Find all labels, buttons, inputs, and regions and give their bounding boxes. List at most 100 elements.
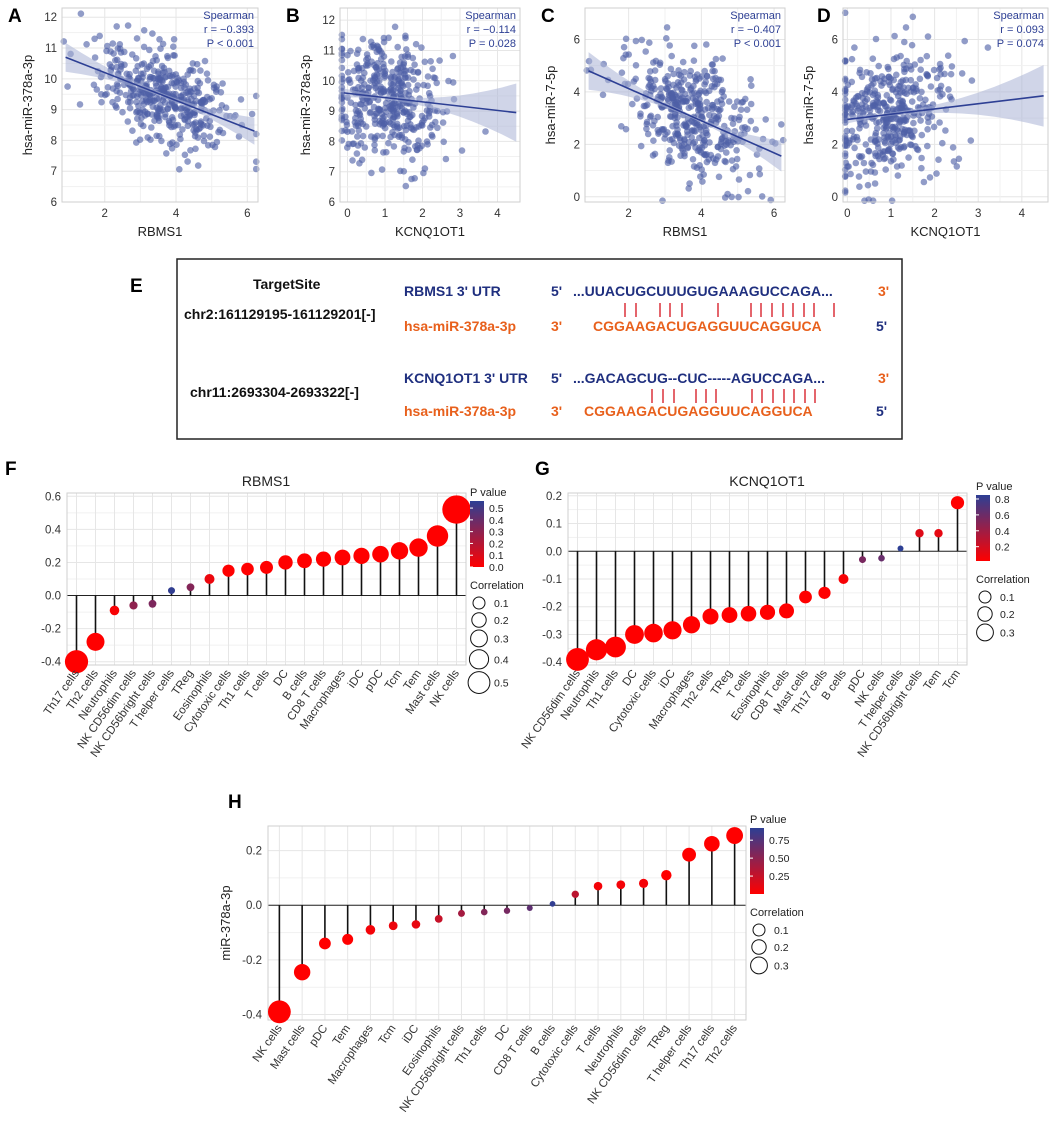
- utr-label-1: RBMS1 3' UTR: [404, 283, 501, 299]
- lollipop-dot: [638, 878, 649, 888]
- scatter-point: [185, 90, 193, 98]
- base-pair-lines-2: [651, 389, 816, 403]
- scatter-point: [203, 70, 211, 77]
- scatter-point: [187, 147, 194, 154]
- scatter-point: [181, 116, 189, 124]
- scatter-point: [148, 124, 155, 131]
- scatter-point: [385, 34, 392, 42]
- y-tick-label: 8: [329, 136, 335, 148]
- scatter-point: [359, 35, 367, 43]
- scatter-point: [845, 163, 852, 170]
- scatter-point: [924, 72, 931, 79]
- scatter-point: [129, 127, 136, 134]
- scatter-point: [101, 91, 109, 99]
- y-tick-label: 11: [45, 43, 57, 55]
- scatter-point: [665, 157, 672, 164]
- scatter-point: [697, 173, 704, 180]
- scatter-point: [77, 10, 85, 17]
- x-tick-label: 4: [173, 208, 180, 220]
- scatter-point: [841, 102, 849, 109]
- scatter-point: [423, 138, 431, 145]
- scatter-point: [866, 107, 874, 114]
- scatter-point: [252, 165, 260, 173]
- colorbar-tick-label: 0.2: [489, 538, 504, 550]
- scatter-point: [869, 161, 877, 169]
- p-value-legend-title: P value: [470, 487, 507, 499]
- scatter-point: [186, 107, 193, 115]
- colorbar-tick-label: 0.4: [489, 515, 504, 527]
- utr-seq-1: ...UUACUGCUUUGUGAAAGUCCAGA...: [573, 283, 833, 299]
- scatter-point: [886, 96, 894, 103]
- lollipop-dot: [148, 599, 157, 608]
- y-tick-label: 6: [574, 34, 580, 46]
- scatter-point: [159, 40, 167, 48]
- scatter-point: [421, 58, 429, 66]
- scatter-point: [916, 95, 924, 102]
- scatter-point: [622, 35, 630, 43]
- lollipop-dot: [503, 907, 511, 914]
- lollipop-dot: [915, 529, 924, 538]
- scatter-point: [700, 139, 707, 146]
- scatter-point: [729, 165, 737, 173]
- colorbar-tick-label: 0.50: [769, 853, 790, 865]
- scatter-point: [841, 85, 849, 93]
- scatter-point: [380, 53, 388, 60]
- scatter-point: [449, 52, 457, 60]
- scatter-point: [146, 46, 153, 54]
- scatter-point: [848, 78, 856, 86]
- utr-seq-2: ...GACAGCUG--CUC-----AGUCCAGA...: [573, 370, 825, 386]
- scatter-point: [186, 85, 194, 92]
- y-tick-label: 0.2: [546, 491, 562, 503]
- panel-letter-b: B: [286, 6, 300, 27]
- scatter-point: [911, 61, 919, 68]
- scatter-point: [172, 71, 180, 78]
- scatter-point: [691, 42, 698, 50]
- scatter-point: [200, 132, 208, 139]
- y-tick-label: -0.2: [242, 955, 262, 967]
- lollipop-dot: [241, 562, 254, 576]
- scatter-point: [194, 162, 202, 169]
- scatter-point: [689, 95, 697, 102]
- scatter-point: [762, 116, 769, 123]
- scatter-point: [935, 156, 942, 163]
- scatter-point: [874, 140, 881, 147]
- scatter-point: [184, 122, 192, 130]
- utr-label-2: KCNQ1OT1 3' UTR: [404, 370, 528, 386]
- scatter-point: [113, 104, 120, 111]
- scatter-point: [637, 142, 645, 150]
- scatter-point: [409, 111, 416, 119]
- scatter-point: [875, 62, 882, 70]
- scatter-point: [177, 135, 184, 143]
- scatter-point: [354, 142, 362, 149]
- scatter-point: [371, 136, 379, 143]
- scatter-point: [907, 141, 914, 148]
- y-tick-label: 9: [329, 106, 335, 118]
- scatter-point: [135, 102, 142, 110]
- y-tick-label: 0: [574, 192, 580, 204]
- x-tick-label: 2: [102, 208, 108, 220]
- scatter-point: [872, 150, 879, 157]
- scatter-point: [189, 60, 197, 67]
- lollipop-dot: [799, 590, 812, 604]
- scatter-point: [374, 60, 381, 67]
- scatter-point: [134, 74, 142, 82]
- scatter-point: [363, 51, 371, 58]
- y-tick-label: -0.4: [542, 657, 562, 669]
- scatter-point: [648, 84, 655, 92]
- p-value: P < 0.001: [207, 38, 254, 50]
- scatter-point: [961, 37, 968, 45]
- scatter-point: [121, 48, 128, 56]
- scatter-point: [629, 100, 636, 108]
- scatter-point: [871, 75, 879, 82]
- colorbar-tick-label: 0.6: [995, 510, 1010, 522]
- scatter-point: [632, 37, 640, 45]
- scatter-point: [910, 119, 917, 127]
- scatter-point: [955, 155, 963, 163]
- lollipop-dot: [426, 525, 449, 547]
- scatter-point: [381, 72, 389, 80]
- panel-letter-d: D: [817, 6, 831, 27]
- scatter-point: [939, 139, 946, 147]
- lollipop-dot: [64, 650, 89, 674]
- scatter-point: [200, 137, 208, 145]
- scatter-point: [169, 139, 176, 146]
